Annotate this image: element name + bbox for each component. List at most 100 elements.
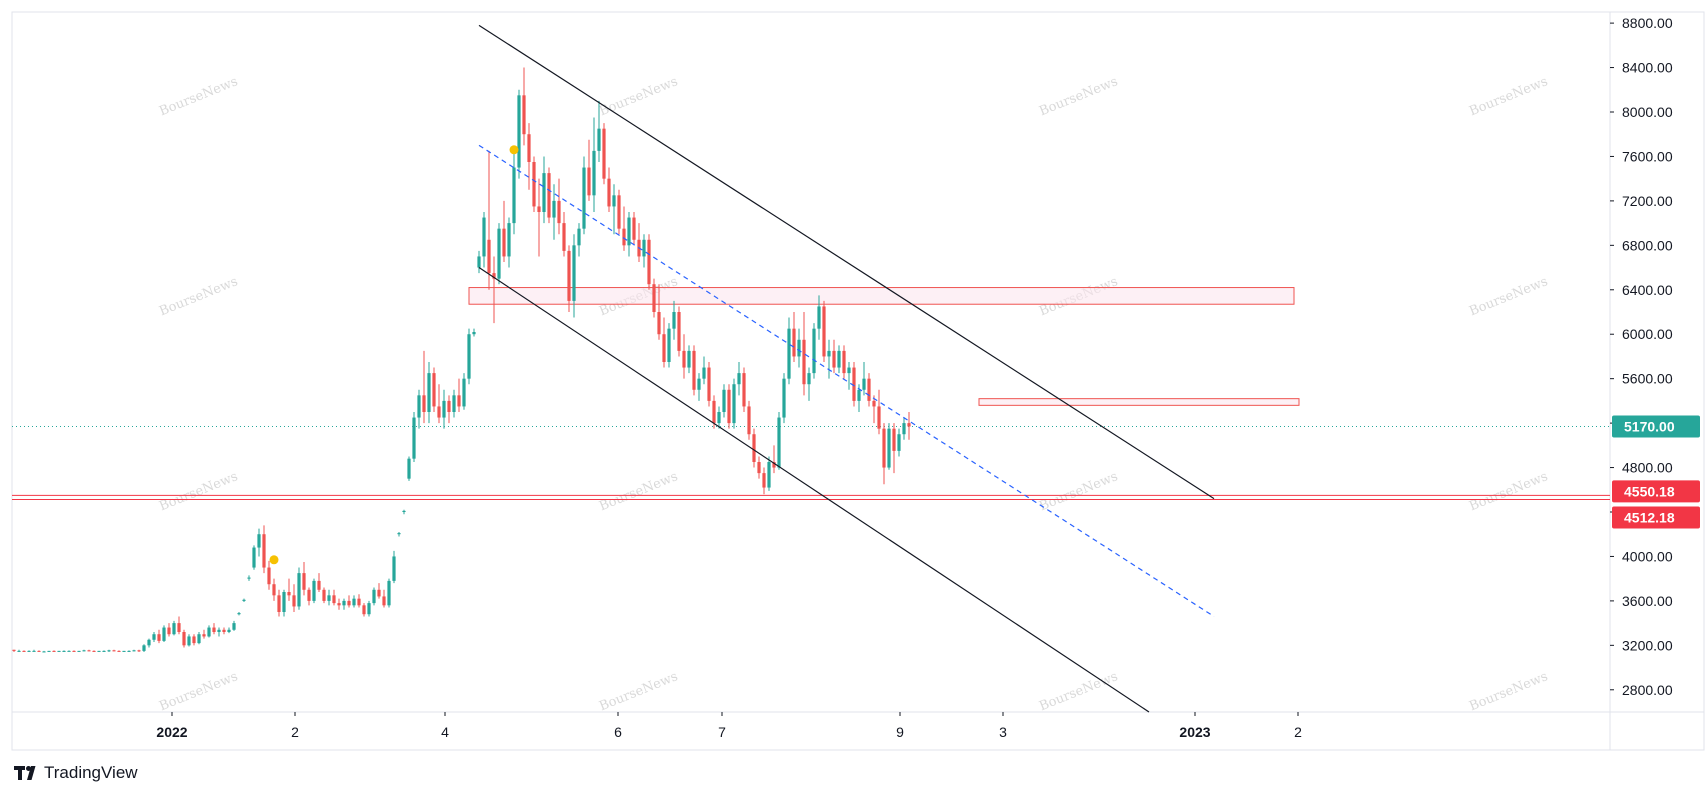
candle-body [562,223,566,251]
candle-body [697,378,701,390]
candle-body [177,623,181,632]
candle-body [602,128,606,179]
level-layer[interactable] [12,425,1610,501]
candle-body [137,650,141,652]
time-axis[interactable]: 2022 2 4 6 7 9 3 2023 2 [156,712,1302,740]
channel-upper-line[interactable] [478,24,1215,500]
candle-body [352,598,356,606]
candle-body [322,589,326,601]
candle-body [667,328,671,362]
price-tick-label: 6000.00 [1622,326,1673,342]
price-tick-label: 4800.00 [1622,460,1673,476]
candle-body [617,195,621,229]
candle-body [282,592,286,612]
resistance-zone[interactable] [978,398,1300,406]
watermark-text: BourseNews [157,274,240,319]
price-tick-label: 6400.00 [1622,282,1673,298]
candle-body [742,373,746,407]
candle-body [112,650,116,652]
candle-body [337,603,341,606]
zone-layer[interactable] [468,287,1300,406]
candle-body [57,650,61,652]
candle-body [367,603,371,615]
candle-body [867,378,871,401]
candle-body [72,650,76,652]
candle-body [257,534,261,548]
price-tick-label: 8400.00 [1622,60,1673,76]
watermark-text: BourseNews [157,669,240,714]
watermark-text: BourseNews [1467,469,1550,514]
candle-body [142,645,146,651]
candle-body [522,95,526,135]
watermark-text: BourseNews [1467,669,1550,714]
time-tick-label: 2022 [156,724,187,740]
candle-body [777,417,781,468]
candle-body [597,128,601,151]
candle-body [862,378,866,390]
candle-body [622,228,626,246]
candle-body [687,350,691,368]
candle-body [132,650,136,652]
candle-body [462,378,466,407]
candle-body [12,649,16,651]
candle-body [117,650,121,652]
candle-body [692,350,696,390]
candle-body [202,634,206,637]
candle-body [432,373,436,407]
candle-body [672,312,676,329]
candle-body [17,650,21,652]
candle-body [507,223,511,257]
candle-body [532,162,536,207]
candle-body [152,634,156,640]
price-tick-label: 5600.00 [1622,371,1673,387]
candle-body [647,239,651,285]
candle-body [487,239,491,274]
candle-body [802,339,806,385]
watermark-text: BourseNews [1467,274,1550,319]
price-tag [1612,415,1700,438]
candle-body [327,595,331,601]
candle-body [402,510,406,512]
watermark-text: BourseNews [597,74,680,119]
candle-body [847,367,851,374]
candle-body [512,167,516,224]
price-tag [1612,480,1700,503]
price-tick-label: 7200.00 [1622,193,1673,209]
trendline-layer[interactable] [478,24,1215,713]
candle-body [682,350,686,368]
candle-body [767,462,771,488]
candle-body [482,217,486,257]
candle-body [837,350,841,368]
price-tags: 5170.00 4550.18 4512.18 [1612,415,1700,529]
candle-body [262,534,266,568]
resistance-zone[interactable] [468,287,1295,305]
channel-midline[interactable] [478,144,1215,617]
candle-body [397,533,401,535]
candle-body [577,228,581,246]
candle-body [472,332,476,335]
candle-body [712,400,716,424]
candle-body [642,239,646,257]
candle-body [782,378,786,418]
candle-body [792,328,796,357]
candle-body [42,651,46,653]
candle-body [477,256,481,268]
price-axis[interactable]: 2800.003200.003600.004000.004400.004800.… [1610,15,1673,698]
candle-body [582,167,586,229]
candle-body [872,400,876,407]
candle-body [407,458,411,479]
candle-body [22,650,26,652]
candle-body [677,312,681,351]
tradingview-logo-icon [14,766,40,780]
tradingview-brand[interactable]: TradingView [14,762,138,784]
candle-body [832,350,836,368]
candle-body [192,636,196,644]
candle-body [452,395,456,412]
candle-body [437,406,441,418]
time-tick-label: 2023 [1179,724,1210,740]
candle-body [817,306,821,329]
candle-body [542,173,546,212]
channel-lower-line[interactable] [478,267,1150,713]
